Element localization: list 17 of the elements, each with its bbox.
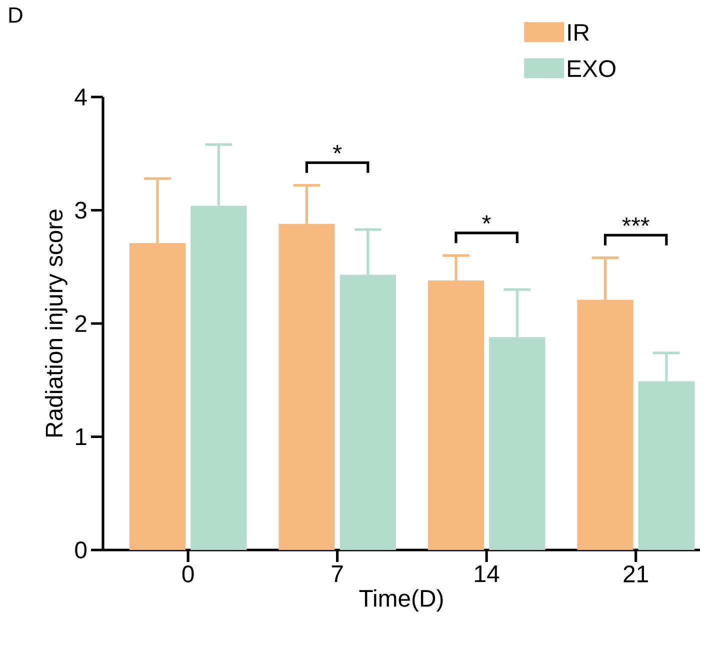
legend-label: EXO (568, 60, 616, 78)
x-tick-label: 7 (332, 566, 343, 582)
text: D (9, 8, 22, 23)
annotation: * (333, 145, 342, 154)
x-axis-title: Time(D) (359, 589, 443, 612)
y-tick-label: 0 (75, 542, 87, 558)
y-tick-label: 4 (74, 88, 87, 106)
y-tick-label: 3 (75, 202, 86, 219)
legend-label: IR (568, 24, 589, 41)
y-tick-label: 1 (76, 428, 86, 445)
x-tick-label: 21 (624, 566, 648, 582)
annotation: * (482, 215, 491, 224)
y-axis-title: Radiation injury score (45, 210, 68, 436)
x-tick-label: 14 (475, 566, 500, 582)
annotation: *** (622, 218, 650, 226)
y-tick-label: 2 (75, 315, 86, 332)
x-tick-label: 0 (182, 566, 194, 582)
